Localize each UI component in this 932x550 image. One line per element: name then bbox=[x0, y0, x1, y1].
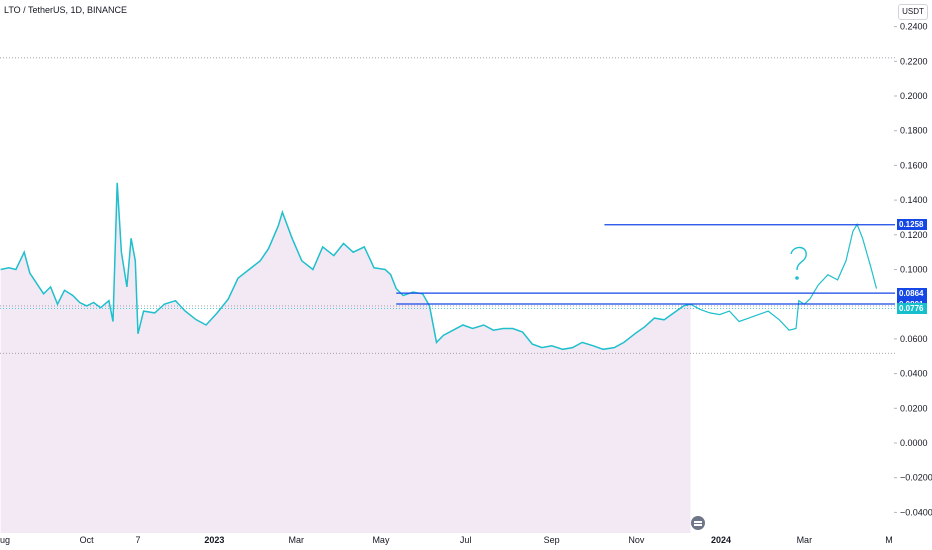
y-tick-label: 0.0600 bbox=[900, 334, 928, 344]
currency-unit-button[interactable]: USDT bbox=[898, 4, 928, 20]
y-tick-label: 0.2200 bbox=[900, 56, 928, 66]
x-tick-label: May bbox=[372, 535, 390, 545]
y-tick-label: 0.1600 bbox=[900, 160, 928, 170]
x-tick-label: Nov bbox=[628, 535, 645, 545]
level-price-label: 0.0864 bbox=[897, 287, 927, 299]
y-tick-label: 0.1200 bbox=[900, 230, 928, 240]
x-tick-label: Aug bbox=[0, 535, 10, 545]
symbol-title: LTO / TetherUS, 1D, BINANCE bbox=[4, 5, 128, 15]
y-tick-label: 0.0400 bbox=[900, 369, 928, 379]
tradingview-logo-icon[interactable] bbox=[691, 516, 705, 530]
drawn-projection-line[interactable] bbox=[690, 223, 878, 331]
y-tick-label: −0.0400 bbox=[900, 507, 932, 517]
x-tick-label: Mar bbox=[289, 535, 305, 545]
x-tick-label: 7 bbox=[136, 535, 141, 545]
y-tick-label: 0.0200 bbox=[900, 403, 928, 413]
x-tick-label: 2023 bbox=[204, 535, 224, 545]
y-tick-label: 0.1000 bbox=[900, 265, 928, 275]
y-tick-label: 0.1400 bbox=[900, 195, 928, 205]
last-price-label: 0.0776 bbox=[897, 302, 927, 314]
x-tick-label: Sep bbox=[544, 535, 560, 545]
y-axis: 0.2400 0.2200 0.2000 0.1800 0.1600 0.1400 0.12… bbox=[894, 22, 932, 517]
x-tick-label: Mar bbox=[797, 535, 813, 545]
x-axis: Aug Oct 7 2023 Mar May Jul Sep Nov 2024 Mar M bbox=[0, 535, 893, 545]
y-tick-label: 0.0000 bbox=[900, 438, 928, 448]
price-series-line bbox=[0, 182, 691, 351]
y-tick-label: −0.0200 bbox=[900, 473, 932, 483]
dotted-reference-lines bbox=[0, 57, 895, 354]
y-tick-label: 0.2400 bbox=[900, 22, 928, 32]
y-tick-label: 0.2000 bbox=[900, 91, 928, 101]
x-tick-label: 2024 bbox=[711, 535, 731, 545]
x-tick-label: Jul bbox=[460, 535, 472, 545]
x-tick-label: Oct bbox=[80, 535, 95, 545]
horizontal-level-lines bbox=[396, 224, 895, 305]
price-area-fill bbox=[0, 182, 691, 534]
level-price-label: 0.1258 bbox=[897, 219, 927, 231]
question-mark-drawing bbox=[790, 246, 807, 280]
x-tick-label: M bbox=[885, 535, 893, 545]
y-tick-label: 0.1800 bbox=[900, 126, 928, 136]
